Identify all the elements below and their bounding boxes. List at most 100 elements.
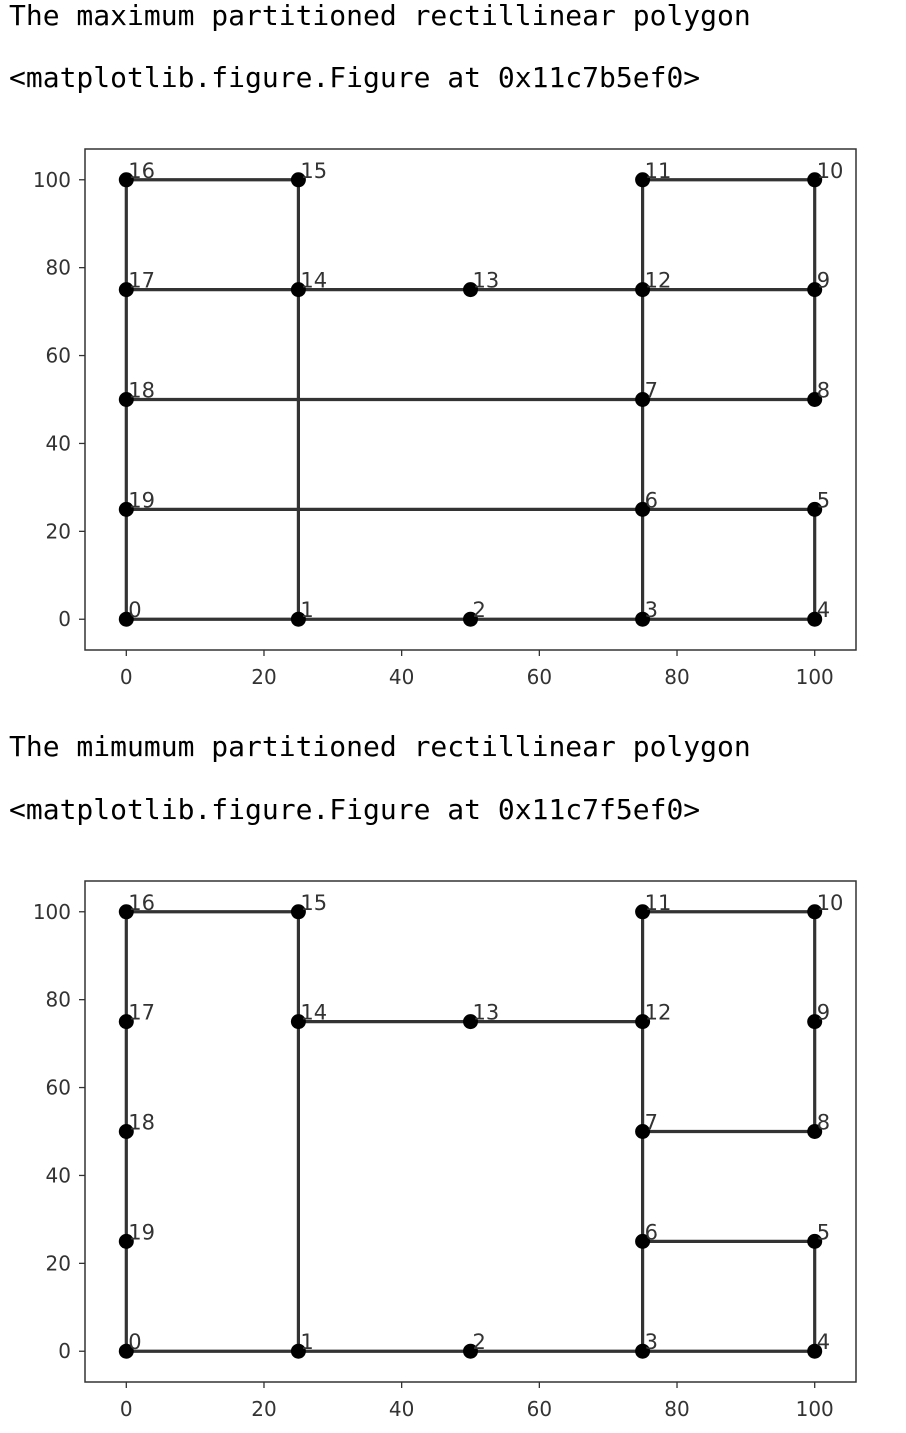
chart1-y-tick-label-60: 60 (46, 344, 71, 368)
chart1-point-1 (290, 611, 306, 627)
chart1-point-label-17: 17 (128, 269, 155, 293)
output-title-max: The maximum partitioned rectillinear pol… (9, 0, 751, 32)
chart2-point-8 (807, 1124, 823, 1139)
chart2-point-4 (807, 1343, 823, 1359)
chart1-point-14 (290, 282, 306, 298)
chart2-point-label-11: 11 (645, 891, 672, 915)
chart2-point-15 (290, 904, 306, 920)
chart1-point-label-6: 6 (645, 488, 658, 512)
chart2-axes-frame (84, 880, 857, 1383)
chart2-point-label-1: 1 (300, 1330, 313, 1354)
chart2-point-label-13: 13 (473, 1001, 500, 1025)
chart2-point-label-16: 16 (128, 891, 155, 915)
chart2-point-label-6: 6 (645, 1220, 658, 1244)
figure-repr-max: <matplotlib.figure.Figure at 0x11c7b5ef0… (9, 61, 701, 94)
chart1-point-label-18: 18 (128, 379, 155, 403)
chart2-y-tick-label-0: 0 (58, 1339, 71, 1363)
chart2-point-12 (635, 1014, 651, 1030)
chart1-point-label-10: 10 (817, 159, 844, 183)
chart1-point-12 (635, 282, 651, 298)
chart1-point-3 (635, 611, 651, 627)
chart1-point-5 (807, 501, 823, 517)
chart2-point-3 (635, 1343, 651, 1359)
chart1-point-label-14: 14 (300, 269, 327, 293)
chart2-x-tick-label-0: 0 (120, 1397, 133, 1421)
chart2-point-label-14: 14 (300, 1001, 327, 1025)
chart1-point-label-4: 4 (817, 598, 830, 622)
chart1-y-tick-label-40: 40 (46, 431, 71, 455)
chart1-point-label-1: 1 (300, 598, 313, 622)
chart1-x-tick-label-80: 80 (664, 665, 689, 689)
chart2-point-label-8: 8 (817, 1111, 830, 1135)
chart1-x-tick-label-0: 0 (120, 665, 133, 689)
chart1-point-label-11: 11 (645, 159, 672, 183)
chart2-x-tick-label-60: 60 (527, 1397, 552, 1421)
chart2-point-7 (635, 1124, 651, 1139)
chart1-point-6 (635, 501, 651, 517)
chart2-x-tick-label-80: 80 (664, 1397, 689, 1421)
chart1-point-label-15: 15 (300, 159, 327, 183)
chart2-point-label-17: 17 (128, 1001, 155, 1025)
chart2-point-11 (635, 904, 651, 920)
chart2-point-5 (807, 1233, 823, 1249)
chart1-y-tick-label-20: 20 (46, 519, 71, 543)
chart2-point-label-0: 0 (128, 1330, 141, 1354)
chart1-point-label-9: 9 (817, 269, 830, 293)
chart1-point-11 (635, 172, 651, 188)
chart1-point-7 (635, 392, 651, 407)
chart2-point-label-3: 3 (645, 1330, 658, 1354)
chart2-point-1 (290, 1343, 306, 1359)
chart1-y-tick-label-0: 0 (58, 607, 71, 631)
chart1-point-2 (463, 611, 478, 627)
chart2-point-9 (807, 1014, 823, 1030)
chart-min-partition: 0 20 40 60 80 100 0 20 40 60 80 100 0 1 2 3 4 5 6 7 8 9 10 11 12… (0, 862, 906, 1428)
chart1-point-label-19: 19 (128, 488, 155, 512)
chart1-point-10 (807, 172, 823, 188)
chart1-point-label-0: 0 (128, 598, 141, 622)
chart2-point-label-4: 4 (817, 1330, 830, 1354)
chart1-point-13 (463, 282, 478, 298)
chart1-point-4 (807, 611, 823, 627)
chart1-point-label-13: 13 (473, 269, 500, 293)
chart1-point-label-12: 12 (645, 269, 672, 293)
output-title-min: The mimumum partitioned rectillinear pol… (9, 730, 751, 763)
chart2-x-tick-label-100: 100 (796, 1397, 834, 1421)
chart1-x-tick-label-20: 20 (251, 665, 276, 689)
chart2-point-label-18: 18 (128, 1111, 155, 1135)
chart1-point-label-16: 16 (128, 159, 155, 183)
chart1-y-tick-label-80: 80 (46, 256, 71, 280)
chart2-point-label-7: 7 (645, 1111, 658, 1135)
chart2-point-label-19: 19 (128, 1220, 155, 1244)
chart1-axes-frame (84, 148, 857, 651)
chart2-point-14 (290, 1014, 306, 1030)
chart1-point-label-7: 7 (645, 379, 658, 403)
chart1-point-17 (118, 282, 134, 298)
chart2-y-tick-label-20: 20 (46, 1251, 71, 1275)
chart2-y-tick-label-80: 80 (46, 988, 71, 1012)
chart1-point-16 (118, 172, 134, 188)
chart2-y-tick-label-60: 60 (46, 1076, 71, 1100)
chart2-point-2 (463, 1343, 478, 1359)
chart1-x-tick-label-40: 40 (389, 665, 414, 689)
chart2-point-label-12: 12 (645, 1001, 672, 1025)
chart1-x-tick-label-100: 100 (796, 665, 834, 689)
chart2-point-13 (463, 1014, 478, 1030)
chart2-point-6 (635, 1233, 651, 1249)
chart2-x-tick-label-40: 40 (389, 1397, 414, 1421)
chart2-x-tick-label-20: 20 (251, 1397, 276, 1421)
chart1-point-label-5: 5 (817, 488, 830, 512)
chart2-point-16 (118, 904, 134, 920)
chart1-point-15 (290, 172, 306, 188)
chart1-point-0 (118, 611, 134, 627)
chart2-point-label-2: 2 (473, 1330, 486, 1354)
figure-repr-min: <matplotlib.figure.Figure at 0x11c7f5ef0… (9, 793, 701, 826)
chart1-x-tick-label-60: 60 (527, 665, 552, 689)
chart2-point-label-5: 5 (817, 1220, 830, 1244)
chart1-point-18 (118, 392, 134, 407)
chart1-point-9 (807, 282, 823, 298)
chart2-point-10 (807, 904, 823, 920)
chart-max-partition: 0 20 40 60 80 100 0 20 40 60 80 100 0 1 2 3 4 5 6 7 8 9 10 11 12… (0, 130, 906, 695)
chart2-point-18 (118, 1124, 134, 1139)
